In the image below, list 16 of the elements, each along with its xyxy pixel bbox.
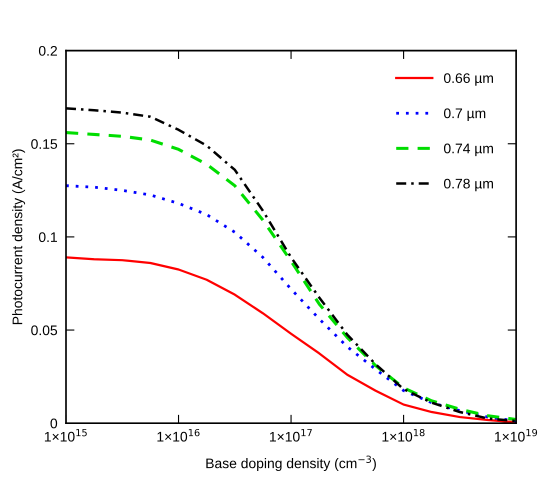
legend-label: 0.7 µm xyxy=(444,108,486,121)
y-tick-label: 0.15 xyxy=(31,139,58,149)
y-tick-label: 0 xyxy=(50,418,58,428)
legend-label: 0.74 µm xyxy=(444,144,493,156)
x-tick-label: 1×10$^{17}$ xyxy=(270,429,312,442)
x-axis-title: Base doping density (cm$^{−3}$) xyxy=(206,456,376,471)
y-axis-title: Photocurrent density (A/cm²) xyxy=(12,149,26,324)
y-tick-label: 0.1 xyxy=(38,232,57,242)
y-tick-label: 0.2 xyxy=(38,46,57,56)
x-tick-label: 1×10$^{15}$ xyxy=(44,429,87,442)
y-tick-label: 0.05 xyxy=(31,325,58,336)
x-tick-label: 1×10$^{19}$ xyxy=(495,428,538,442)
legend-label: 0.78 µm xyxy=(444,178,493,192)
x-tick-label: 1×10$^{18}$ xyxy=(382,428,425,442)
x-tick-label: 1×10$^{16}$ xyxy=(157,428,200,442)
legend-label: 0.66 µm xyxy=(444,73,493,86)
